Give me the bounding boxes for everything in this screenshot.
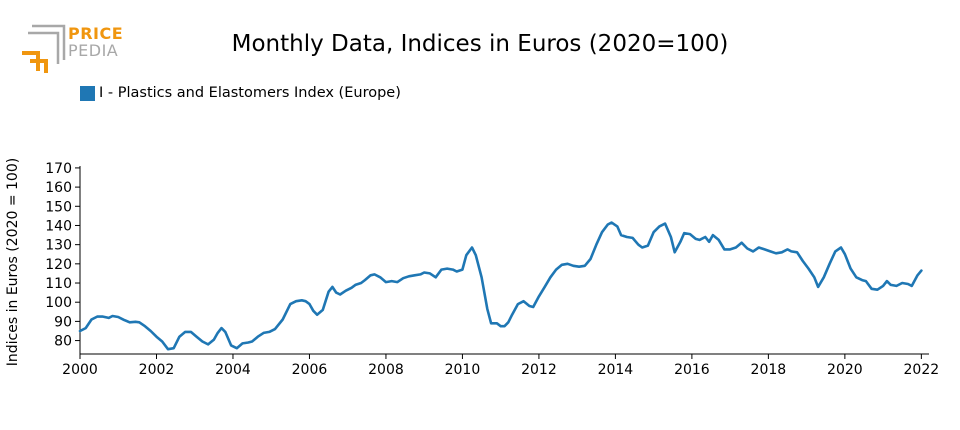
y-tick-label: 170	[45, 161, 72, 177]
x-tick-label: 2018	[751, 362, 787, 378]
legend-swatch	[80, 85, 95, 101]
y-tick-label: 130	[45, 238, 72, 254]
x-tick-label: 2008	[368, 362, 404, 378]
pricepedia-logo: PRICE PEDIA	[18, 24, 128, 74]
x-tick-label: 2014	[598, 362, 634, 378]
chart-title: Monthly Data, Indices in Euros (2020=100…	[231, 31, 729, 57]
legend[interactable]: I - Plastics and Elastomers Index (Europ…	[80, 84, 401, 102]
logo-text-pedia: PEDIA	[68, 41, 119, 60]
y-tick-label: 160	[45, 180, 72, 196]
x-tick-label: 2022	[904, 362, 940, 378]
x-tick-label: 2004	[215, 362, 251, 378]
series-line[interactable]	[78, 221, 923, 351]
x-tick-label: 2020	[827, 362, 863, 378]
x-tick-label: 2006	[292, 362, 328, 378]
y-tick-label: 80	[54, 334, 72, 350]
x-tick-label: 2012	[521, 362, 557, 378]
y-axis-title: Indices in Euros (2020 = 100)	[5, 158, 21, 366]
x-tick-label: 2002	[139, 362, 175, 378]
x-tick-label: 2010	[445, 362, 481, 378]
series-layer	[78, 221, 923, 351]
y-axis: 80 90 100 110 120 130 140 150 160 170	[45, 161, 81, 354]
x-tick-label: 2016	[674, 362, 710, 378]
y-tick-label: 90	[54, 314, 72, 330]
logo-text-price: PRICE	[68, 24, 124, 43]
y-tick-label: 110	[45, 276, 72, 292]
pricepedia-logo-mark	[22, 24, 66, 73]
y-tick-label: 100	[45, 295, 72, 311]
y-tick-label: 120	[45, 257, 72, 273]
y-tick-label: 150	[45, 199, 72, 215]
legend-label: I - Plastics and Elastomers Index (Europ…	[99, 85, 401, 101]
y-tick-label: 140	[45, 218, 72, 234]
x-tick-label: 2000	[62, 362, 98, 378]
x-axis: 2000 2002 2004 2006 2008 2010 2012 2014 2016 2018…	[62, 353, 940, 378]
